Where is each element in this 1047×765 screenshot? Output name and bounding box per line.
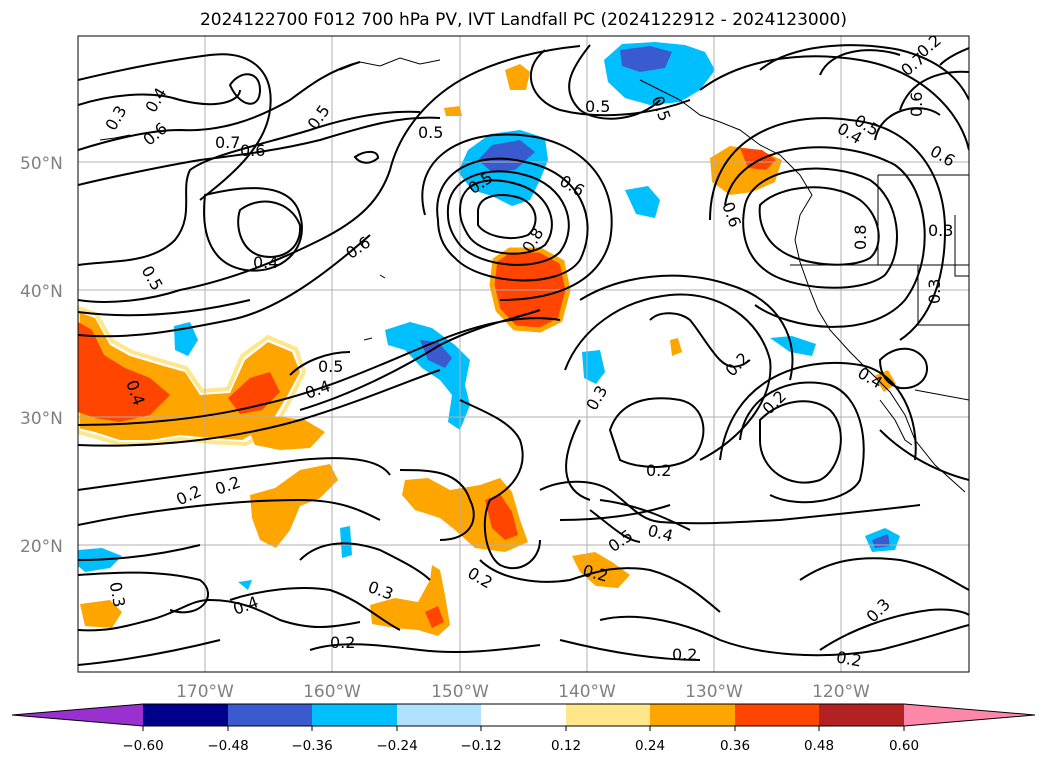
anomaly-darkblue-center [420, 340, 452, 368]
contour-label: 0.2 [759, 387, 790, 418]
contour-label: 0.5 [585, 97, 610, 116]
contour-label: 0.4 [646, 521, 676, 546]
anomaly-orange-small-3 [670, 338, 682, 356]
lon-label: 120°W [812, 682, 870, 702]
anomaly-red-central [485, 494, 518, 540]
colorbar-tick-label: 0.36 [720, 738, 750, 754]
lon-label: 140°W [558, 682, 616, 702]
anomaly-darkblue-north-central [478, 140, 535, 172]
contour-label: 0.3 [101, 102, 130, 134]
colorbar-segment [566, 704, 650, 726]
colorbar-tick-label: 0.24 [635, 738, 665, 754]
longitude-axis: 170°W 160°W 150°W 140°W 130°W 120°W [176, 682, 870, 702]
coastlines [99, 57, 969, 493]
contour-label: 0.6 [139, 119, 171, 150]
contour-label: 0.3 [925, 279, 944, 304]
anomaly-blue-east-1 [625, 186, 660, 218]
anomaly-blue-west [174, 322, 198, 356]
contour-labels: 0.3 0.4 0.7 0.6 0.5 0.6 0.4 0.5 0.6 0.5 … [101, 30, 958, 670]
anomaly-blue-small-2 [238, 580, 252, 590]
anomaly-blue-east-2 [770, 336, 816, 356]
contour-label: 0.6 [342, 233, 374, 263]
anomaly-orange-small-4 [444, 106, 462, 116]
colorbar-segment [650, 704, 735, 726]
contour-label: 0.2 [835, 647, 863, 670]
contour-label: 0.2 [722, 349, 753, 380]
colorbar-tick-label: −0.24 [376, 738, 417, 754]
colorbar-segment [819, 704, 904, 726]
anomaly-darkblue-alaska [620, 46, 672, 72]
colorbar-tick-label: −0.12 [460, 738, 501, 754]
colorbar-tick-label: −0.48 [207, 738, 248, 754]
contour-label: 0.5 [418, 123, 443, 142]
contour-label: 0.4 [253, 253, 278, 272]
anomaly-red-northeast [740, 148, 776, 170]
contour-label: 0.6 [718, 199, 745, 229]
lon-label: 160°W [303, 682, 361, 702]
colorbar-tick-label: 0.12 [551, 738, 581, 754]
anomaly-orange-sw-small [80, 600, 122, 628]
lat-label: 30°N [20, 409, 63, 429]
contour-label: 0.5 [137, 262, 166, 294]
anomaly-red-west [78, 322, 170, 422]
contour-label: 0.7 [215, 133, 240, 152]
map-title: 2024122700 F012 700 hPa PV, IVT Landfall… [199, 10, 847, 30]
lon-label: 130°W [685, 682, 743, 702]
contour-label: 0.5 [318, 357, 343, 376]
contour-label: 0.2 [330, 633, 355, 652]
contour-label: 0.6 [907, 92, 926, 117]
colorbar-segment [143, 704, 228, 726]
contour-label: 0.2 [646, 461, 671, 480]
anomaly-blue-center [385, 322, 470, 430]
colorbar-segment [481, 704, 566, 726]
lat-label: 40°N [20, 282, 63, 302]
contour-label: 0.2 [672, 645, 697, 664]
anomaly-blue-small [340, 526, 352, 558]
anomaly-yellow-west-edge [78, 305, 307, 447]
anomaly-blue-mid [582, 350, 605, 384]
contour-label: 0.4 [303, 376, 333, 403]
colorbar-tick-label: −0.36 [291, 738, 332, 754]
contour-label: 0.3 [863, 595, 894, 626]
colorbar-tick-label: 0.48 [804, 738, 834, 754]
anomaly-orange-small-1 [505, 64, 530, 90]
contour-label: 0.4 [141, 84, 170, 116]
anomaly-orange-sw-2 [250, 464, 338, 548]
contour-label: 0.6 [240, 141, 265, 160]
anomaly-orange-small-2 [874, 370, 896, 392]
plot-frame [77, 35, 970, 673]
colorbar-extend-right [904, 704, 1035, 726]
lat-label: 50°N [20, 154, 63, 174]
lat-label: 20°N [20, 537, 63, 557]
graticule [78, 36, 969, 672]
anomaly-orange-sw-1 [245, 415, 325, 450]
colorbar-extend-left [12, 704, 143, 726]
contour-label: 0.8 [851, 225, 870, 250]
colorbar-segment [228, 704, 312, 726]
contour-label: 0.6 [927, 141, 959, 170]
contour-label: 0.6 [556, 171, 588, 200]
contour-label: 0.3 [928, 221, 953, 240]
pv-contours [78, 44, 969, 666]
colorbar-tick-label: 0.60 [889, 738, 919, 754]
lon-label: 150°W [431, 682, 489, 702]
colorbar-segment [735, 704, 819, 726]
contour-label: 0.2 [213, 472, 243, 499]
contour-label: 0.4 [231, 592, 261, 619]
colorbar-segment [312, 704, 397, 726]
contour-label: 0.5 [605, 526, 637, 556]
contour-label: 0.5 [304, 101, 334, 133]
anomaly-red-south [425, 606, 444, 628]
colorbar-tick-label: −0.60 [122, 738, 163, 754]
lon-label: 170°W [176, 682, 234, 702]
latitude-axis: 50°N 40°N 30°N 20°N [20, 154, 63, 557]
contour-label: 0.3 [106, 580, 129, 608]
colorbar-segment [397, 704, 481, 726]
colorbar: −0.60 −0.48 −0.36 −0.24 −0.12 0.12 0.24 … [11, 703, 1036, 754]
